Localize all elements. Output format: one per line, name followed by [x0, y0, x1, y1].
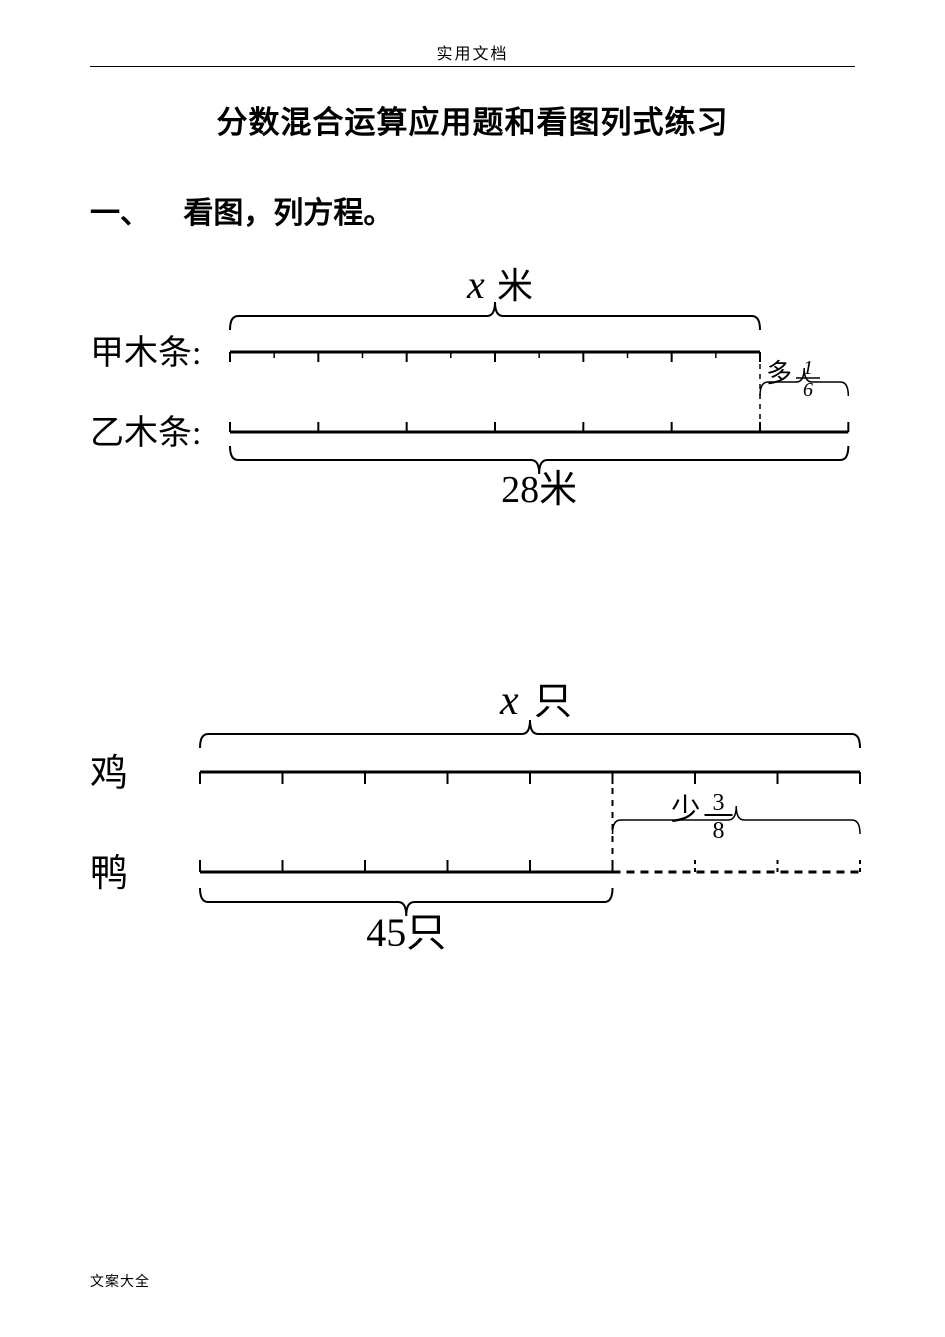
- svg-text:鸡: 鸡: [90, 753, 128, 795]
- header-rule: [90, 66, 855, 67]
- svg-text:鸭: 鸭: [90, 853, 128, 895]
- svg-text:只: 只: [534, 681, 572, 723]
- section-heading: 一、 看图，列方程。: [90, 188, 855, 232]
- svg-text:3: 3: [713, 790, 725, 816]
- svg-text:乙木条:: 乙木条:: [90, 414, 201, 452]
- section-text: 看图，列方程。: [183, 197, 393, 230]
- svg-text:米: 米: [497, 266, 533, 306]
- problem-2-diagram: x 只鸡鸭 少38 45只: [90, 677, 855, 982]
- svg-text:x: x: [466, 262, 485, 307]
- svg-text:多: 多: [766, 359, 792, 388]
- svg-text:x: x: [499, 678, 519, 724]
- svg-text:甲木条:: 甲木条:: [90, 334, 201, 372]
- svg-text:28米: 28米: [501, 469, 577, 511]
- footer-text: 文案大全: [90, 1271, 150, 1291]
- svg-text:8: 8: [713, 818, 725, 844]
- svg-text:少: 少: [671, 794, 701, 827]
- header-tag: 实用文档: [90, 40, 855, 64]
- page-title: 分数混合运算应用题和看图列式练习: [90, 97, 855, 142]
- svg-text:45只: 45只: [366, 910, 446, 955]
- svg-text:6: 6: [803, 379, 813, 401]
- problem-1-diagram: x 米甲木条: 乙木条: 多16 28米: [90, 262, 855, 537]
- section-index: 一、: [90, 197, 150, 230]
- svg-text:1: 1: [803, 357, 813, 379]
